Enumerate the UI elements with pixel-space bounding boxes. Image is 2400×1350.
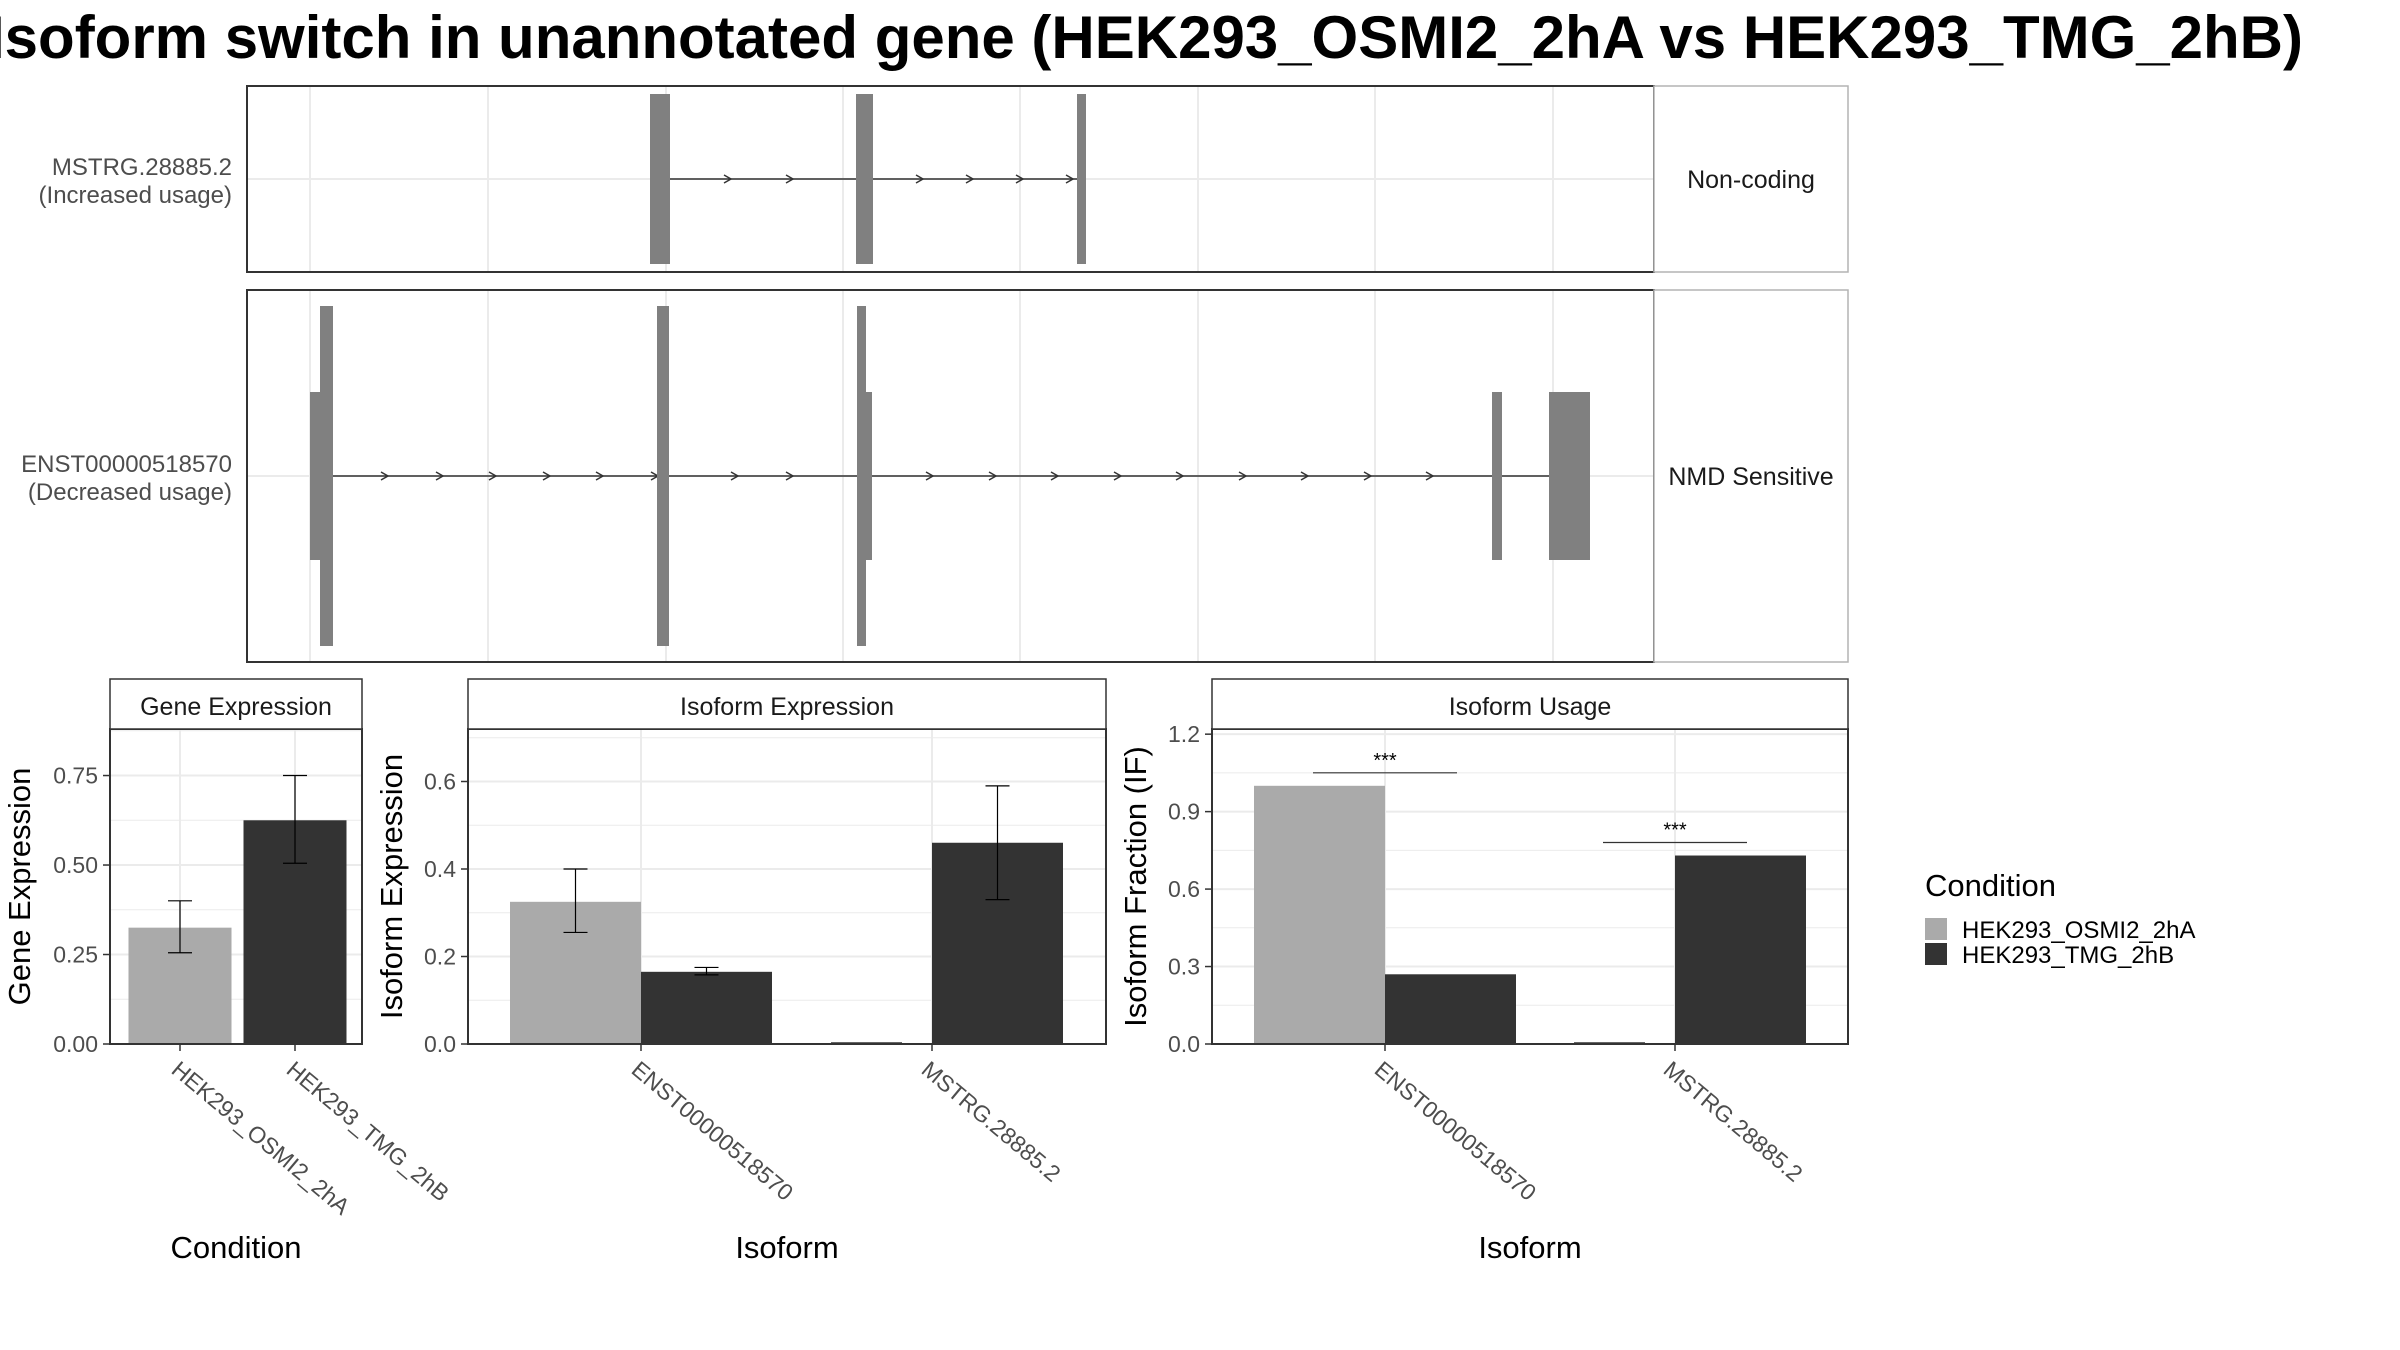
significance-marker: *** bbox=[1603, 820, 1747, 844]
intron-arrow bbox=[915, 174, 925, 184]
exon bbox=[1077, 94, 1086, 264]
transcript-usage-label: (Decreased usage) bbox=[28, 479, 232, 506]
y-tick-label: 0.25 bbox=[53, 942, 98, 968]
intron-arrow bbox=[1363, 471, 1373, 481]
bar bbox=[1254, 785, 1385, 1044]
intron-arrow bbox=[595, 471, 605, 481]
y-tick-label: 0.2 bbox=[424, 944, 456, 970]
significance-label: *** bbox=[1663, 820, 1687, 842]
intron-arrow bbox=[1425, 471, 1435, 481]
intron-arrow bbox=[488, 471, 498, 481]
y-tick-label: 1.2 bbox=[1168, 721, 1200, 747]
intron-arrow bbox=[435, 471, 445, 481]
y-tick-label: 0.0 bbox=[424, 1031, 456, 1057]
transcript-row: NMD Sensitive ENST00000518570(Decreased u… bbox=[21, 289, 1849, 663]
legend-title: Condition bbox=[1925, 868, 2056, 903]
exon bbox=[856, 94, 873, 264]
y-tick-label: 0.4 bbox=[424, 856, 456, 882]
y-tick-label: 0.6 bbox=[424, 769, 456, 795]
intron-arrow bbox=[730, 471, 740, 481]
significance-marker: *** bbox=[1313, 750, 1457, 774]
exon bbox=[310, 392, 320, 560]
y-tick-label: 0.3 bbox=[1168, 954, 1200, 980]
figure-title: Isoform switch in unannotated gene (HEK2… bbox=[0, 4, 2303, 71]
transcript-annotation: NMD Sensitive bbox=[1668, 463, 1833, 491]
intron-arrow bbox=[380, 471, 390, 481]
y-tick-label: 0.00 bbox=[53, 1031, 98, 1057]
legend-label-b: HEK293_TMG_2hB bbox=[1962, 942, 2174, 969]
exon bbox=[657, 306, 669, 646]
exon bbox=[1492, 392, 1502, 560]
error-bar bbox=[694, 966, 719, 976]
transcript-usage-label: (Increased usage) bbox=[39, 182, 232, 209]
annotation-strip bbox=[1653, 289, 1849, 663]
intron-arrow bbox=[1300, 471, 1310, 481]
y-tick-label: 0.75 bbox=[53, 763, 98, 789]
intron-arrow bbox=[785, 174, 795, 184]
exon bbox=[320, 306, 333, 646]
strip-label: Gene Expression bbox=[140, 693, 332, 721]
exon bbox=[857, 306, 866, 646]
strip-bg bbox=[467, 678, 1107, 730]
legend-swatch-a bbox=[1925, 918, 1947, 940]
strip-label: Isoform Usage bbox=[1449, 693, 1612, 721]
strip-bg bbox=[1211, 678, 1849, 730]
error-bar bbox=[563, 868, 588, 934]
intron-arrow bbox=[1175, 471, 1185, 481]
y-axis-title: Isoform Fraction (IF) bbox=[1118, 746, 1153, 1027]
transcript-id-label: MSTRG.28885.2 bbox=[52, 154, 232, 181]
error-bar bbox=[168, 900, 192, 954]
y-tick-label: 0.6 bbox=[1168, 876, 1200, 902]
intron-arrow bbox=[785, 471, 795, 481]
y-tick-label: 0.9 bbox=[1168, 799, 1200, 825]
intron-arrow bbox=[988, 471, 998, 481]
isoform-expression-panel: Isoform Expression 0.0 0.2 0.4 0.6 ENST000005… bbox=[374, 678, 1107, 1265]
legend: Condition HEK293_OSMI2_2hA HEK293_TMG_2h… bbox=[1925, 868, 2195, 969]
strip-label: Isoform Expression bbox=[680, 693, 894, 721]
bar bbox=[1675, 855, 1806, 1044]
intron-arrow bbox=[1238, 471, 1248, 481]
x-tick-label: MSTRG.28885.2 bbox=[917, 1056, 1066, 1187]
intron-arrow bbox=[1015, 174, 1025, 184]
isoform-usage-panel: *** *** Isoform Usage 0.0 0.3 0.6 0.9 1.2 ENST00… bbox=[1118, 678, 1849, 1265]
intron-arrow bbox=[925, 471, 935, 481]
legend-label-a: HEK293_OSMI2_2hA bbox=[1962, 917, 2195, 944]
x-axis-title: Isoform bbox=[735, 1230, 838, 1265]
error-bar bbox=[283, 774, 307, 864]
transcript-structure-plot: Non-coding MSTRG.28885.2(Increased usage)… bbox=[21, 85, 1849, 663]
y-axis-title: Isoform Expression bbox=[374, 754, 409, 1019]
intron-arrow bbox=[542, 471, 552, 481]
x-tick-label: ENST00000518570 bbox=[627, 1056, 799, 1206]
x-tick-label: ENST00000518570 bbox=[1370, 1056, 1542, 1206]
exon bbox=[866, 392, 872, 560]
y-tick-label: 0.0 bbox=[1168, 1031, 1200, 1057]
y-axis-title: Gene Expression bbox=[2, 768, 37, 1006]
transcript-row: Non-coding MSTRG.28885.2(Increased usage) bbox=[39, 85, 1849, 273]
legend-swatch-b bbox=[1925, 943, 1947, 965]
annotation-strip bbox=[1653, 85, 1849, 273]
x-axis-title: Isoform bbox=[1478, 1230, 1581, 1265]
y-tick-label: 0.50 bbox=[53, 852, 98, 878]
transcript-annotation: Non-coding bbox=[1687, 166, 1815, 194]
x-axis-title: Condition bbox=[171, 1230, 302, 1265]
transcript-id-label: ENST00000518570 bbox=[21, 451, 232, 478]
intron-arrow bbox=[965, 174, 975, 184]
exon bbox=[1549, 392, 1590, 560]
strip-bg bbox=[109, 678, 363, 730]
intron-arrow bbox=[1050, 471, 1060, 481]
error-bar bbox=[985, 785, 1010, 901]
significance-label: *** bbox=[1373, 750, 1397, 772]
intron-arrow bbox=[1065, 174, 1075, 184]
bar bbox=[1385, 974, 1516, 1044]
x-tick-label: MSTRG.28885.2 bbox=[1659, 1056, 1808, 1187]
intron-arrow bbox=[723, 174, 733, 184]
exon bbox=[650, 94, 670, 264]
intron-arrow bbox=[1113, 471, 1123, 481]
bar bbox=[641, 971, 772, 1044]
